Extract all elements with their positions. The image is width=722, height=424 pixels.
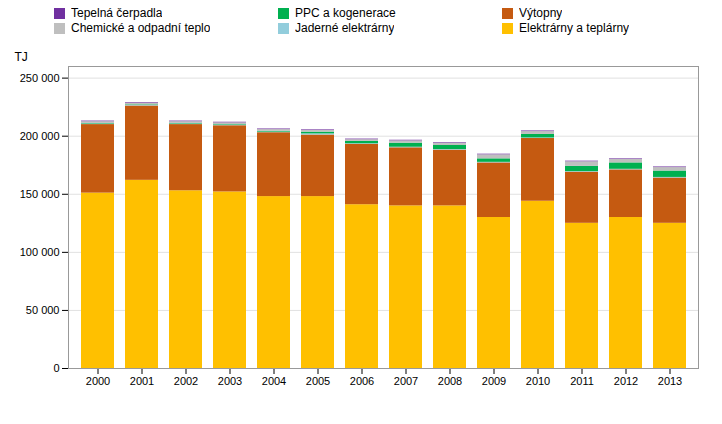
svg-text:2013: 2013 [658,375,682,387]
svg-text:50 000: 50 000 [26,304,60,316]
svg-text:0: 0 [53,362,59,374]
svg-text:2004: 2004 [262,375,286,387]
html-text:Výtopny: Výtopny [519,6,563,20]
svg-text:2007: 2007 [394,375,418,387]
svg-text:200 000: 200 000 [20,130,60,142]
svg-text:2006: 2006 [350,375,374,387]
svg-text:250 000: 250 000 [20,72,60,84]
svg-text:2008: 2008 [438,375,462,387]
html-text:Chemické a odpadní teplo: Chemické a odpadní teplo [71,21,211,35]
svg-text:2010: 2010 [526,375,550,387]
svg-text:100 000: 100 000 [20,246,60,258]
svg-text:2000: 2000 [86,375,110,387]
svg-text:2002: 2002 [174,375,198,387]
html-text:PPC a kogenerace: PPC a kogenerace [295,6,396,20]
svg-text:2009: 2009 [482,375,506,387]
svg-text:2001: 2001 [130,375,154,387]
html-text:Elektrárny a teplárny: Elektrárny a teplárny [519,21,630,35]
svg-text:2005: 2005 [306,375,330,387]
svg-text:2011: 2011 [570,375,594,387]
html-text:Jaderné elektrárny: Jaderné elektrárny [295,21,395,35]
svg-text:TJ: TJ [15,50,28,64]
svg-text:2012: 2012 [614,375,638,387]
html-text:Tepelná čerpadla: Tepelná čerpadla [71,6,163,20]
svg-text:150 000: 150 000 [20,188,60,200]
svg-text:2003: 2003 [218,375,242,387]
